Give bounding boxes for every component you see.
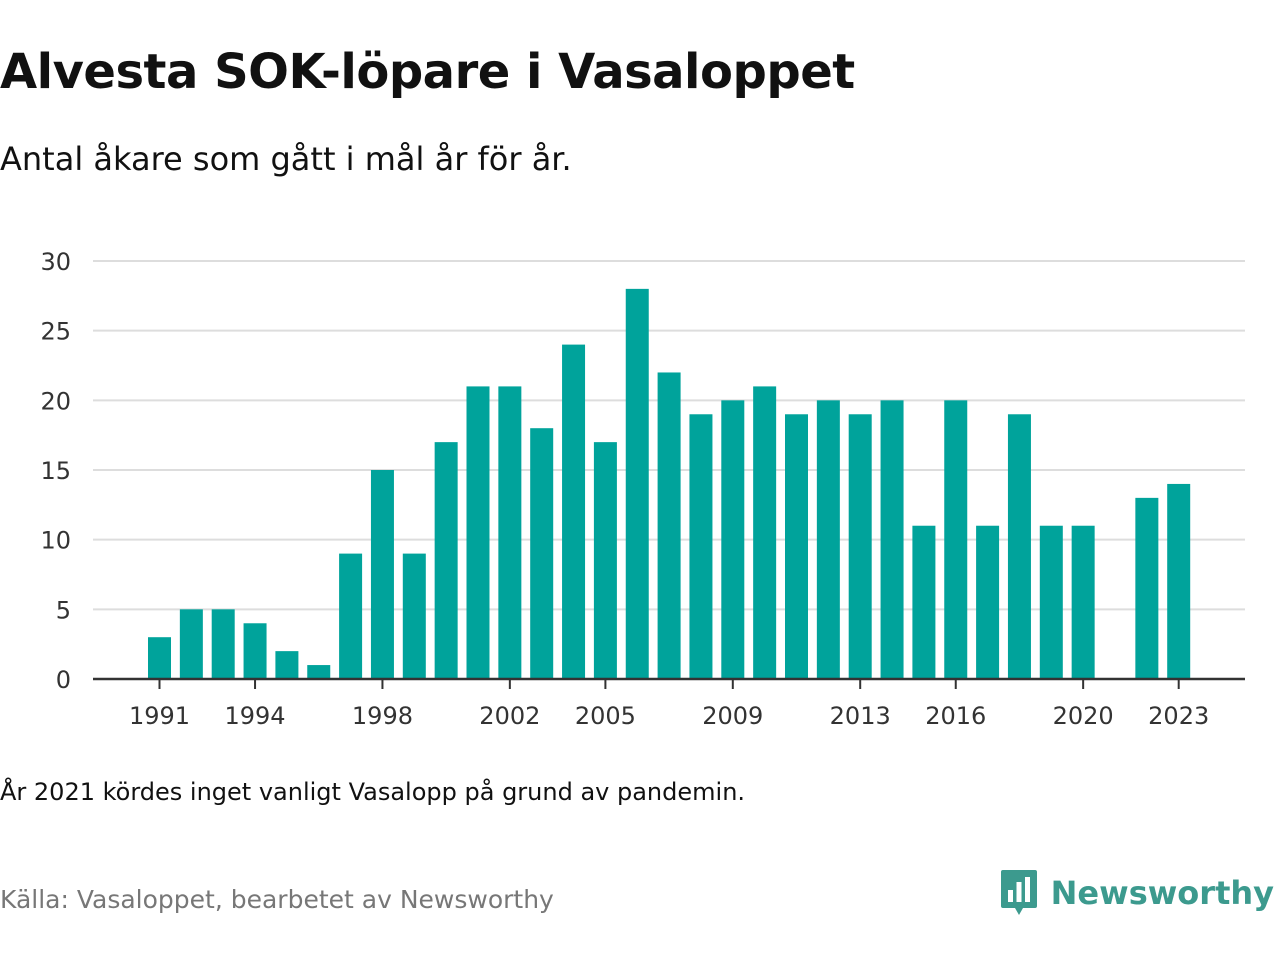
y-axis-tick-labels: 0 5 10 15 20 25 30 (40, 248, 71, 694)
bar-2001 (466, 386, 490, 679)
bar-1999 (402, 553, 426, 679)
bar-2013 (848, 414, 872, 679)
bar-2019 (1039, 525, 1063, 679)
bar-2002 (498, 386, 522, 679)
bar-1997 (339, 553, 363, 679)
x-tick-label: 2002 (479, 702, 540, 730)
x-axis-tick-labels: 1991 1994 1998 2002 2005 2009 2013 2016 2020 2023 (129, 702, 1209, 730)
bar-2014 (880, 400, 904, 679)
bar-2004 (562, 344, 586, 679)
brand-name: Newsworthy (1050, 874, 1274, 912)
x-tick-label: 2005 (575, 702, 636, 730)
y-tick-label: 15 (40, 457, 71, 485)
x-tick-label: 2016 (925, 702, 986, 730)
bar-1996 (307, 665, 331, 679)
x-tick-label: 2020 (1053, 702, 1114, 730)
bar-1994 (243, 623, 267, 679)
source-text: Källa: Vasaloppet, bearbetet av Newswort… (0, 885, 554, 914)
x-tick-label: 1998 (352, 702, 413, 730)
bar-2017 (976, 525, 1000, 679)
y-tick-label: 0 (56, 666, 71, 694)
bar-1992 (179, 609, 203, 679)
x-tick-label: 1991 (129, 702, 190, 730)
x-tick-label: 2009 (702, 702, 763, 730)
y-tick-label: 5 (56, 596, 71, 624)
x-tick-label: 2023 (1148, 702, 1209, 730)
chart-subtitle: Antal åkare som gått i mål år för år. (0, 140, 572, 178)
y-tick-label: 30 (40, 248, 71, 276)
brand-logo: Newsworthy (999, 868, 1274, 918)
bar-2018 (1007, 414, 1031, 679)
bar-2008 (689, 414, 713, 679)
bar-1998 (370, 470, 394, 679)
y-tick-label: 25 (40, 318, 71, 346)
footnote: År 2021 kördes inget vanligt Vasalopp på… (0, 778, 746, 806)
bar-1993 (211, 609, 235, 679)
bar-2007 (657, 372, 681, 679)
bar-2012 (816, 400, 840, 679)
bar-2016 (944, 400, 968, 679)
bars (148, 288, 1191, 679)
bar-chart: 0 5 10 15 20 25 30 1991 1994 1998 2002 2005 2009 201… (40, 248, 1245, 730)
chart-title: Alvesta SOK-löpare i Vasaloppet (0, 44, 855, 100)
y-tick-label: 10 (40, 527, 71, 555)
x-tick-label: 2013 (830, 702, 891, 730)
bar-2010 (753, 386, 777, 679)
bar-2020 (1071, 525, 1095, 679)
bar-2000 (434, 442, 458, 679)
bar-2023 (1167, 483, 1191, 679)
bar-2011 (785, 414, 808, 679)
bar-2003 (530, 428, 554, 679)
bar-2006 (625, 288, 649, 679)
bar-2005 (593, 442, 617, 679)
x-tick-label: 1994 (225, 702, 286, 730)
bar-1991 (148, 637, 171, 679)
bar-1995 (275, 651, 299, 679)
x-axis (93, 677, 1245, 689)
bar-2015 (912, 525, 936, 679)
newsworthy-chart-bubble-icon (1000, 870, 1037, 915)
bar-2009 (721, 400, 745, 679)
bar-2022 (1135, 497, 1159, 679)
y-tick-label: 20 (40, 387, 71, 415)
